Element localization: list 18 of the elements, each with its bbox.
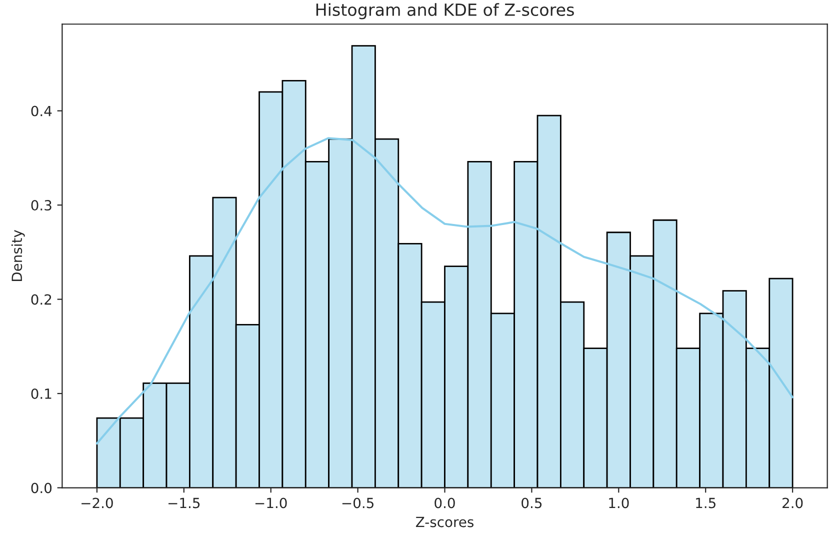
- y-tick-label: 0.2: [31, 294, 52, 305]
- y-axis-title: Density: [11, 230, 25, 281]
- chart-title: Histogram and KDE of Z-scores: [316, 3, 574, 20]
- x-tick-label: 0.5: [522, 498, 542, 508]
- x-tick-label: −0.5: [342, 498, 374, 508]
- x-tick-label: 2.0: [782, 498, 803, 508]
- y-tick-label: 0.4: [31, 106, 52, 116]
- line-series: [96, 137, 794, 445]
- y-tick-label: 0.0: [31, 482, 52, 494]
- x-tick-label: −2.0: [82, 498, 113, 508]
- x-tick-label: −1.5: [168, 498, 200, 508]
- y-tick-label: 0.1: [31, 388, 52, 399]
- x-tick-label: 1.0: [609, 498, 629, 508]
- x-tick-label: 1.5: [696, 498, 716, 508]
- x-tick-label: −1.0: [255, 498, 287, 508]
- y-tick-label: 0.3: [31, 200, 52, 211]
- x-axis-title: Z-scores: [416, 516, 474, 528]
- x-tick-label: 0.0: [434, 498, 455, 508]
